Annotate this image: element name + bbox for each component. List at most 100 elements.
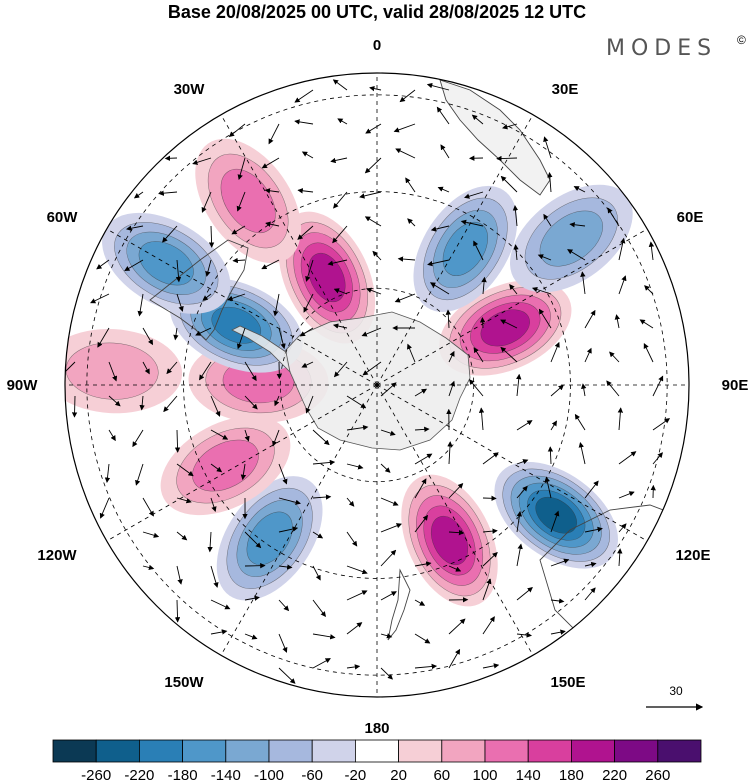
wind-vector [346,463,364,470]
wind-vector [380,382,397,397]
wind-vector [516,587,533,601]
brand-logo: MODES [606,36,717,61]
wind-vector [333,288,348,295]
wind-vector [652,452,663,465]
wind-vector [195,327,212,336]
wind-vector [512,205,519,227]
wind-vector [330,157,348,164]
wind-vector [108,395,121,407]
pole-marker [373,381,381,389]
wind-vector [210,429,229,440]
wind-vector [448,529,465,536]
wind-vector [210,629,228,635]
wind-vector [500,346,518,363]
colorbar-tick-label: 180 [559,767,584,783]
wind-vector [346,664,361,670]
wind-vector [359,191,382,199]
anomaly-high-south-america [160,416,291,516]
wind-vector [228,123,246,138]
wind-vector [380,463,391,473]
colorbar-tick-label: 140 [516,767,541,783]
africa-coastline [439,79,551,196]
wind-vector [312,633,336,640]
wind-vector [429,282,450,295]
wind-vector [436,106,450,125]
wind-vector [531,286,552,295]
anomaly-contour [442,221,488,276]
wind-vector [364,216,382,227]
reference-vector-value: 30 [669,684,683,698]
wind-vector [312,531,324,539]
wind-vector [346,565,368,575]
wind-vector [210,599,231,610]
meridian-line [376,384,648,542]
wind-vector [142,531,160,538]
wind-vector [244,395,258,410]
wind-vector [537,254,552,261]
wind-vector [364,157,382,174]
colorbar-tick-label: -180 [168,767,198,783]
wind-vector [227,293,246,301]
wind-vector [278,327,286,350]
wind-vector [126,225,144,231]
wind-vector [639,319,654,329]
wind-vector [176,565,183,585]
wind-vector [473,240,484,261]
south-america-coastline [149,239,249,341]
wind-vector [208,225,215,248]
wind-vector [142,361,150,375]
colorbar-tick-label: -20 [345,767,367,783]
wind-vector [502,123,518,130]
wind-vector [607,207,620,227]
wind-vector [393,123,416,133]
wind-vector [236,327,246,350]
wind-vector [237,157,246,181]
lon-label-90e: 90E [722,377,749,394]
wind-vector [644,285,654,295]
wind-vector [305,395,314,414]
wind-vector [332,225,348,244]
colorbar [52,739,702,763]
wind-vector [210,565,219,588]
wind-vector [500,175,518,193]
wind-vector [447,441,453,465]
wind-vector [346,590,368,601]
wind-vector [139,395,145,411]
wind-vector [481,276,487,295]
wind-vector [372,250,382,261]
wind-vector [573,186,586,193]
brand-registered-mark: © [737,33,746,47]
wind-vector [278,599,290,612]
wind-vector [445,309,451,329]
wind-vector [618,275,627,295]
wind-vector [547,446,554,465]
wind-vector [278,633,288,653]
wind-vector [584,587,596,601]
wind-vector [199,361,212,381]
colorbar-swatch [657,739,702,763]
colorbar-swatch [182,739,227,763]
wind-vector [176,293,184,312]
wind-vector [643,342,654,363]
wind-vector [244,531,262,549]
wind-vector [380,591,397,601]
wind-vector [96,259,110,270]
wind-vector [460,219,484,227]
wind-vector [606,380,620,397]
wind-vector [176,497,192,504]
anomaly-low-west-atlantic [216,476,323,601]
wind-vector [448,380,456,397]
wind-vector [516,459,529,465]
wind-vector [617,407,624,431]
colorbar-swatch [398,739,443,763]
wind-vector [142,497,154,517]
colorbar-swatch [484,739,529,763]
wind-vector [297,225,314,240]
meridian-line [376,114,534,386]
wind-vector [578,441,586,465]
wind-vector [205,259,212,277]
wind-vector [346,424,369,431]
wind-vector [264,188,280,194]
wind-vector [362,361,382,376]
wind-vector [574,413,586,431]
